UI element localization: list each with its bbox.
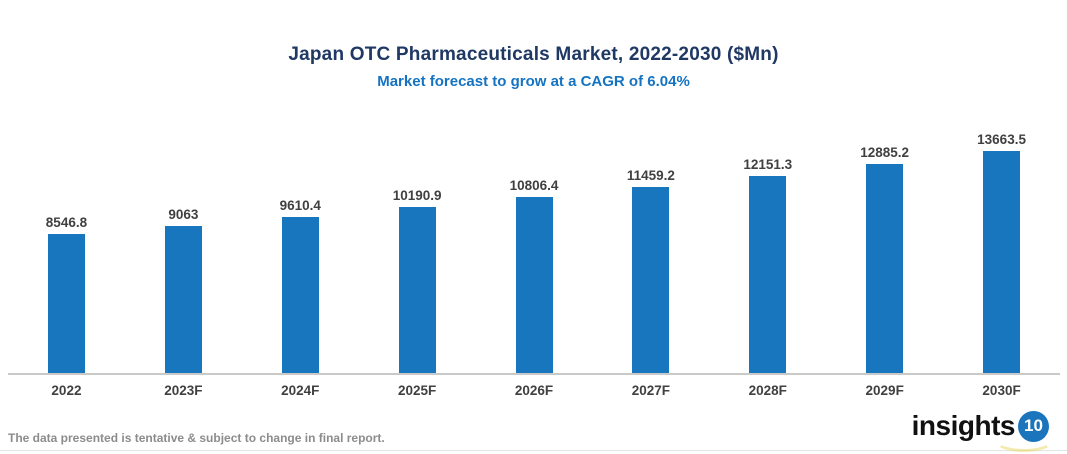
bar-group: 12151.3 xyxy=(709,112,826,373)
x-axis-label: 2022 xyxy=(51,383,82,398)
bottom-divider xyxy=(0,450,1067,451)
bar-group: 11459.2 xyxy=(592,112,709,373)
bar xyxy=(632,187,670,373)
bar-value-label: 12151.3 xyxy=(743,157,793,172)
chart-subtitle: Market forecast to grow at a CAGR of 6.0… xyxy=(377,73,690,90)
logo-number-badge: 10 xyxy=(1018,410,1049,442)
x-axis-label: 2030F xyxy=(982,383,1021,398)
bar-group: 12885.2 xyxy=(826,112,943,373)
chart-header: Japan OTC Pharmaceuticals Market, 2022-2… xyxy=(0,0,1067,90)
chart-title: Japan OTC Pharmaceuticals Market, 2022-2… xyxy=(288,44,779,65)
bar-value-label: 9610.4 xyxy=(279,198,321,213)
x-axis-label: 2025F xyxy=(397,383,437,398)
bar xyxy=(398,207,436,373)
bar-value-label: 12885.2 xyxy=(860,145,910,160)
bar-group: 10806.4 xyxy=(476,112,593,373)
x-axis-label: 2024F xyxy=(281,383,320,398)
bar-value-label: 8546.8 xyxy=(45,215,88,230)
bar-value-label: 10190.9 xyxy=(392,188,442,203)
bar xyxy=(164,226,202,373)
bar xyxy=(983,151,1021,373)
bar-group: 9610.4 xyxy=(242,112,359,373)
x-axis-label: 2026F xyxy=(514,383,554,398)
bar-group: 9063 xyxy=(125,112,242,373)
x-axis-label: 2028F xyxy=(748,383,787,398)
bar-value-label: 11459.2 xyxy=(626,168,675,183)
bar-value-label: 10806.4 xyxy=(509,178,559,193)
footnote: The data presented is tentative & subjec… xyxy=(8,431,385,445)
bar xyxy=(515,197,553,373)
bar-group: 10190.9 xyxy=(359,112,476,373)
bar xyxy=(47,234,85,373)
bar xyxy=(749,176,787,373)
x-axis-label: 2023F xyxy=(164,383,203,398)
bars-row: 8546.8 9063 9610.4 10190.9 10806.4 11459.2 121… xyxy=(8,112,1060,375)
x-axis-label: 2029F xyxy=(865,383,904,398)
bar-group: 13663.5 xyxy=(943,112,1060,373)
bar-group: 8546.8 xyxy=(8,112,125,373)
bar-value-label: 13663.5 xyxy=(977,132,1026,147)
x-axis-labels: 2022 2023F 2024F 2025F 2026F 2027F 2028F 2029F 2… xyxy=(8,375,1060,398)
bar xyxy=(281,217,319,373)
bar-chart: 8546.8 9063 9610.4 10190.9 10806.4 11459.2 121… xyxy=(8,112,1060,398)
x-axis-label: 2027F xyxy=(631,383,671,398)
bar-value-label: 9063 xyxy=(168,207,199,222)
logo-swoosh-icon xyxy=(995,430,1053,452)
insights10-logo: insights 10 xyxy=(912,410,1053,452)
bar xyxy=(866,164,904,373)
